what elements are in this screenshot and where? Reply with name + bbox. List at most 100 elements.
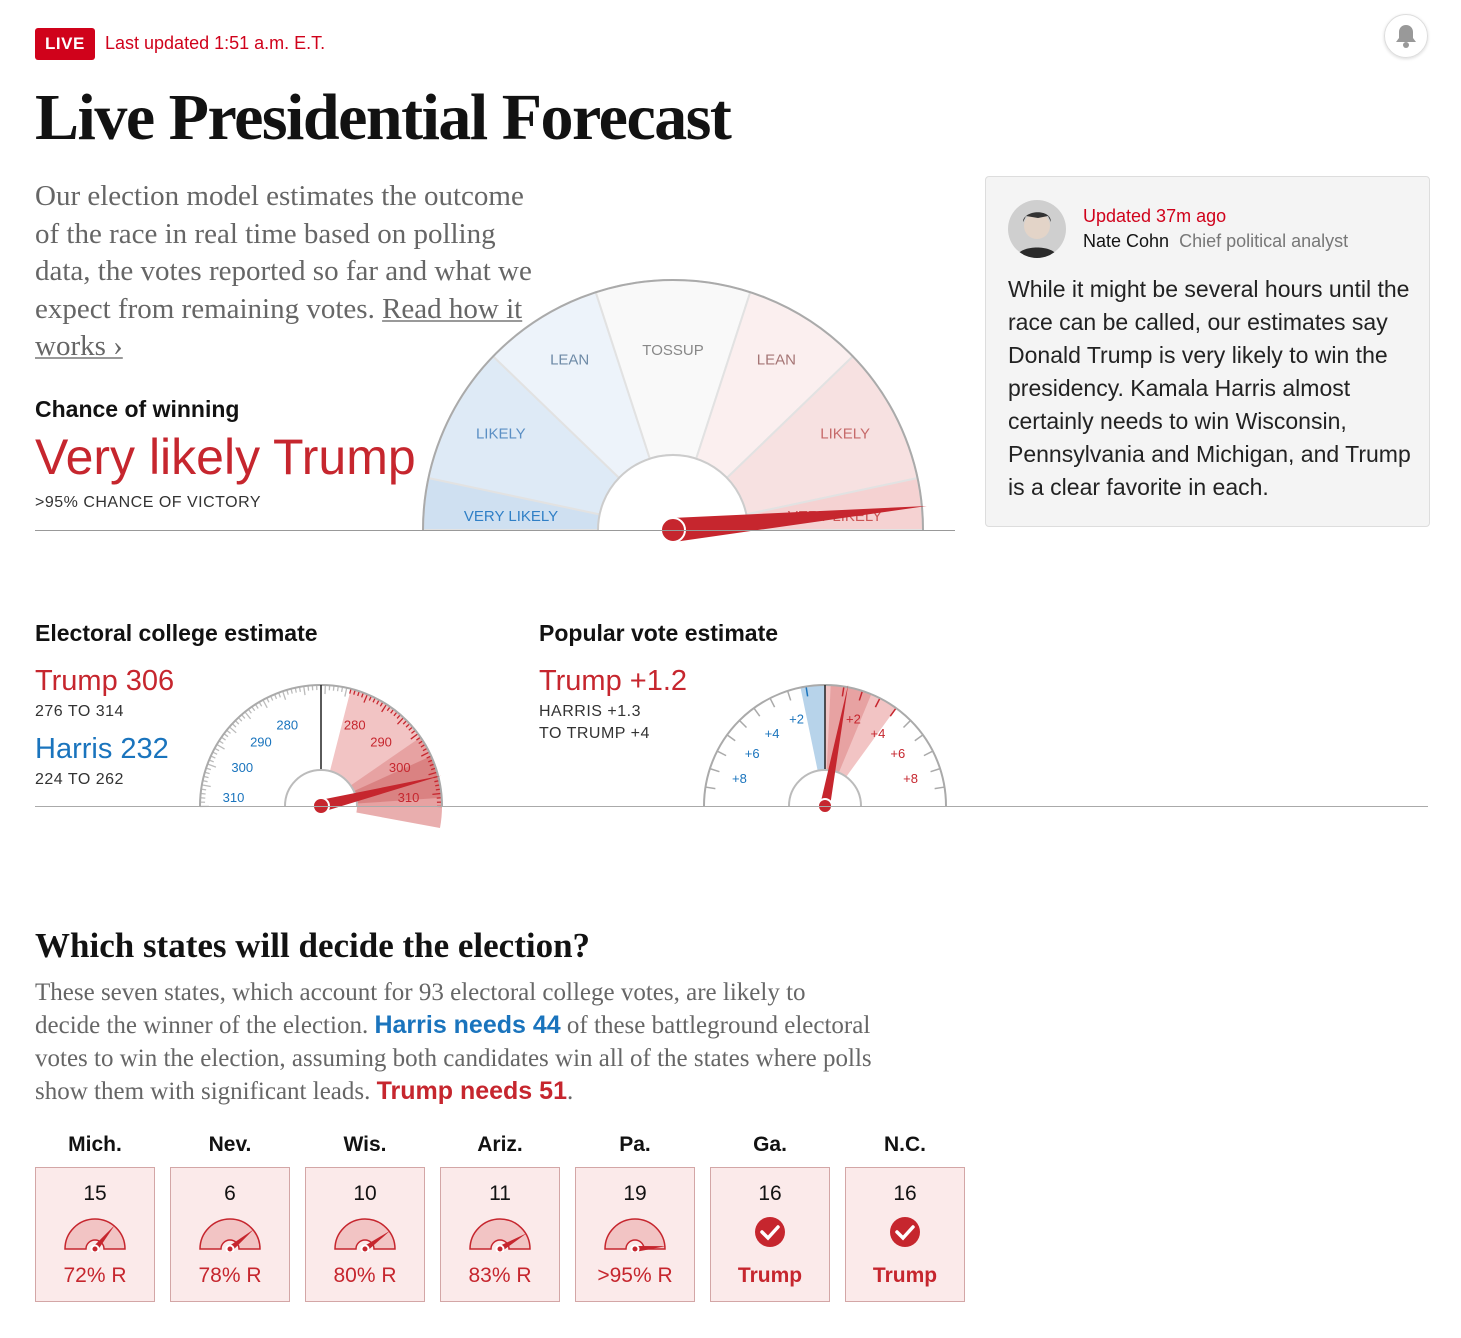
state-electoral-votes: 6 [224,1182,236,1205]
electoral-tick [432,792,442,796]
electoral-tick [381,703,388,713]
electoral-tick-label-trump: 310 [398,790,420,805]
check-mark [760,1225,780,1241]
electoral-tick [216,743,225,750]
state-name: Ariz. [477,1133,523,1156]
electoral-tick [410,733,419,740]
popular-heading: Popular vote estimate [539,620,779,646]
read-how-it-works-link[interactable]: Read how it works › [35,292,523,363]
state-card[interactable]: Nev. 6 78% R [170,1133,290,1302]
state-card[interactable]: Ariz. 11 83% R [440,1133,560,1302]
state-box: 6 78% R [170,1167,290,1302]
state-electoral-votes: 16 [893,1182,917,1205]
checkmark-icon [755,1217,785,1247]
electoral-tick [396,717,405,725]
state-card[interactable]: Mich. 15 72% R [35,1133,155,1302]
state-name: Mich. [68,1133,122,1156]
popular-tick [889,707,897,717]
chance-subtext: >95% CHANCE OF VICTORY [35,494,262,511]
state-electoral-votes: 10 [353,1182,377,1205]
checkmark-icon [890,1217,920,1247]
state-result: 80% R [333,1264,397,1287]
state-box: 11 83% R [440,1167,560,1302]
electoral-tick [228,726,237,734]
electoral-tick-label-harris: 310 [223,790,245,805]
state-card[interactable]: Ga. 16 Trump [710,1133,830,1302]
state-card[interactable]: Wis. 10 80% R [305,1133,425,1302]
state-result: 78% R [198,1264,262,1287]
gauge-inner [597,454,749,531]
popular-range-1: HARRIS +1.3 [539,703,641,720]
popular-tick [930,767,941,773]
popular-tick [738,719,748,729]
popular-tick [858,690,864,701]
gauge-label: LIKELY [476,425,526,442]
state-gauge-needle [228,1229,254,1252]
popular-tick [726,734,736,742]
state-electoral-votes: 19 [623,1182,647,1205]
popular-tick [841,686,845,697]
chance-heading: Chance of winning [35,396,240,422]
state-card[interactable]: Pa. 19 >95% R [575,1133,695,1302]
state-electoral-votes: 11 [489,1182,511,1205]
popular-tick-label-harris: +4 [765,726,780,741]
gauge-label: LEAN [550,352,589,369]
states-text: These seven states, which account for 93… [35,979,806,1039]
state-box: 16 Trump [845,1167,965,1302]
states-heading: Which states will decide the election? [35,926,591,965]
page-title: Live Presidential Forecast [35,81,732,154]
state-box: 10 80% R [305,1167,425,1302]
electoral-tick [262,699,268,709]
popular-tick-label-trump: +2 [846,712,861,727]
popular-tick [786,690,792,701]
intro-paragraph: Our election model estimates the outcome… [35,178,555,366]
electoral-tick [344,687,348,697]
electoral-tick-label-trump: 290 [370,735,392,750]
popular-tick-label-trump: +4 [870,726,885,741]
intro-text: Our election model estimates the outcome… [35,180,532,325]
popular-tick-label-harris: +6 [745,746,760,761]
popular-tick [705,786,716,790]
state-gauge-needle [363,1230,391,1252]
chance-value: Very likely Trump [35,429,416,485]
states-text: . [566,1078,574,1105]
electoral-tick [201,784,211,788]
harris-needs: Harris needs 44 [374,1011,561,1039]
gauge-label: TOSSUP [642,342,703,359]
electoral-tick-label-trump: 280 [344,718,366,733]
state-name: Wis. [343,1133,387,1156]
popular-tick [923,750,934,757]
popular-tick [874,697,881,708]
state-gauge-needle [498,1233,527,1252]
state-gauge [334,1218,396,1252]
state-gauge [469,1218,531,1252]
popular-tick [902,719,912,729]
state-gauge-needle-hub [360,1244,370,1252]
state-result: 83% R [468,1264,532,1287]
state-gauge-arc [604,1218,666,1250]
popular-tick [805,686,809,697]
electoral-tick [303,686,306,696]
notification-bell-button[interactable] [1384,14,1428,58]
popular-range-band-harris [800,685,825,771]
electoral-tick [428,771,438,776]
state-result: Trump [737,1264,803,1287]
state-result: Trump [872,1264,938,1287]
electoral-tick [207,763,217,768]
popular-tick [753,707,761,717]
analyst-body: While it might be several hours until th… [1008,276,1411,500]
popular-tick [716,750,727,757]
analyst-byline: Nate Cohn Chief political analyst [1083,231,1348,252]
gauge-label: LIKELY [820,425,870,442]
state-gauge-needle-hub [90,1244,100,1252]
electoral-needle [319,775,442,812]
check-circle [890,1217,920,1247]
electoral-tick-label-harris: 290 [250,735,272,750]
popular-tick-label-harris: +8 [732,771,747,786]
gauge-label: VERY LIKELY [464,508,558,525]
divider [35,530,955,531]
state-card[interactable]: N.C. 16 Trump [845,1133,965,1302]
gauge-label: LEAN [757,352,796,369]
state-name: Ga. [753,1133,787,1156]
analyst-avatar [1008,200,1066,258]
